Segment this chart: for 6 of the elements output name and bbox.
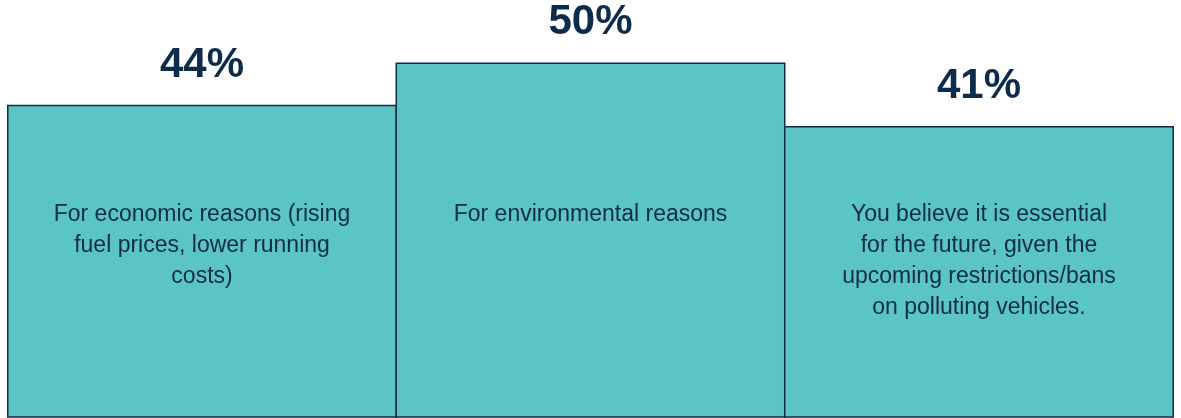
data-label: 44% [159,38,245,86]
x-tick-label: For environmental reasons [453,200,728,226]
x-tick-label: You believe it is essential for the future, given the upcoming restrictions/bans on polluting vehicles. [842,200,1116,319]
data-label: 41% [936,59,1022,107]
data-label: 50% [548,0,633,44]
x-tick-label: For economic reasons (rising fuel prices, lower running costs) [53,200,351,288]
